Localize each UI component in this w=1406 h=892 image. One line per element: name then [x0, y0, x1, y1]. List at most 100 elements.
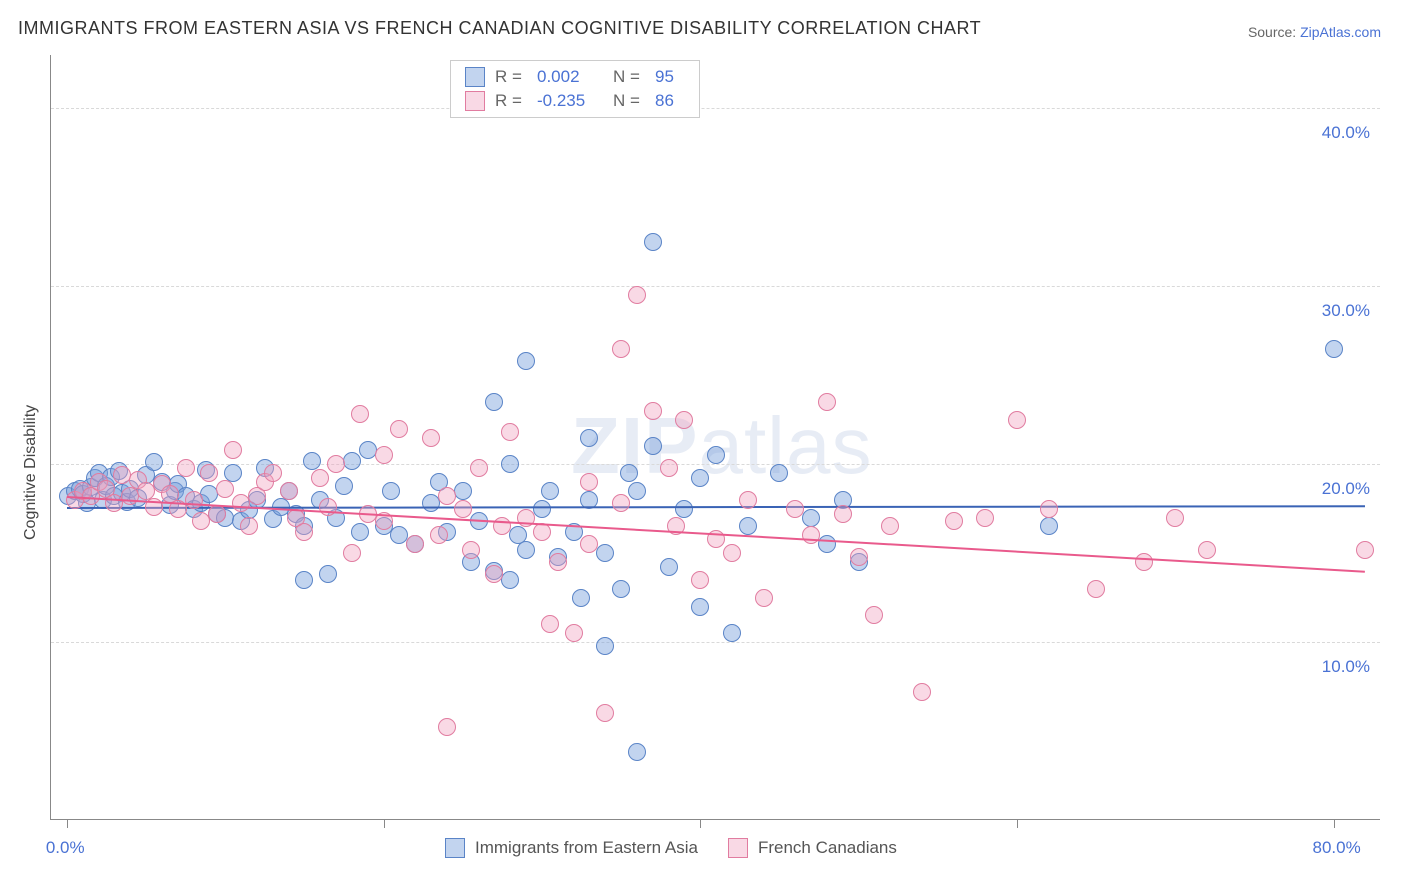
scatter-point: [596, 544, 614, 562]
scatter-point: [786, 500, 804, 518]
scatter-point: [612, 494, 630, 512]
scatter-point: [462, 541, 480, 559]
scatter-point: [541, 615, 559, 633]
scatter-point: [264, 464, 282, 482]
source-link[interactable]: ZipAtlas.com: [1300, 24, 1381, 40]
legend-r-value: 0.002: [537, 67, 607, 87]
series-legend: Immigrants from Eastern Asia French Canad…: [445, 838, 897, 858]
series-legend-label: Immigrants from Eastern Asia: [475, 838, 698, 858]
scatter-point: [644, 437, 662, 455]
legend-row: R = 0.002N = 95: [451, 65, 699, 89]
scatter-point: [438, 718, 456, 736]
gridline-y: [51, 286, 1380, 287]
scatter-point: [675, 411, 693, 429]
scatter-point: [430, 526, 448, 544]
legend-r-label: R =: [495, 91, 531, 111]
scatter-point: [303, 452, 321, 470]
scatter-point: [454, 500, 472, 518]
legend-row: R = -0.235 N = 86: [451, 89, 699, 113]
scatter-point: [580, 429, 598, 447]
scatter-point: [485, 393, 503, 411]
series-legend-label: French Canadians: [758, 838, 897, 858]
scatter-point: [850, 548, 868, 566]
scatter-point: [834, 505, 852, 523]
scatter-point: [770, 464, 788, 482]
scatter-point: [723, 624, 741, 642]
plot-area: ZIPatlas 10.0%20.0%30.0%40.0%: [50, 55, 1380, 820]
scatter-point: [177, 459, 195, 477]
legend-n-value: 86: [655, 91, 685, 111]
x-tick-label: 0.0%: [46, 838, 85, 858]
scatter-point: [881, 517, 899, 535]
scatter-point: [723, 544, 741, 562]
scatter-point: [295, 523, 313, 541]
scatter-point: [612, 340, 630, 358]
x-tick-mark: [1334, 820, 1335, 828]
series-legend-item: Immigrants from Eastern Asia: [445, 838, 698, 858]
scatter-point: [501, 423, 519, 441]
scatter-point: [976, 509, 994, 527]
scatter-point: [913, 683, 931, 701]
scatter-point: [1325, 340, 1343, 358]
scatter-point: [620, 464, 638, 482]
scatter-point: [351, 405, 369, 423]
scatter-point: [533, 500, 551, 518]
scatter-point: [335, 477, 353, 495]
scatter-point: [541, 482, 559, 500]
scatter-point: [327, 455, 345, 473]
scatter-point: [454, 482, 472, 500]
y-axis-label: Cognitive Disability: [22, 405, 40, 540]
scatter-point: [200, 464, 218, 482]
scatter-point: [1008, 411, 1026, 429]
legend-n-value: 95: [655, 67, 685, 87]
scatter-point: [1198, 541, 1216, 559]
scatter-point: [565, 624, 583, 642]
scatter-point: [691, 571, 709, 589]
scatter-point: [818, 393, 836, 411]
y-tick-label: 30.0%: [1322, 301, 1370, 321]
scatter-point: [549, 553, 567, 571]
scatter-point: [224, 441, 242, 459]
scatter-point: [1356, 541, 1374, 559]
x-tick-mark: [67, 820, 68, 828]
scatter-point: [739, 517, 757, 535]
scatter-point: [382, 482, 400, 500]
y-tick-label: 20.0%: [1322, 479, 1370, 499]
scatter-point: [691, 469, 709, 487]
scatter-point: [406, 535, 424, 553]
scatter-point: [185, 491, 203, 509]
scatter-point: [660, 459, 678, 477]
correlation-legend: R = 0.002 N = 95R = -0.235 N = 86: [450, 60, 700, 118]
source-attribution: Source: ZipAtlas.com: [1248, 24, 1381, 40]
scatter-point: [707, 446, 725, 464]
scatter-point: [501, 455, 519, 473]
watermark: ZIPatlas: [571, 400, 872, 492]
scatter-point: [280, 482, 298, 500]
scatter-point: [343, 544, 361, 562]
scatter-point: [311, 469, 329, 487]
scatter-point: [1040, 500, 1058, 518]
source-prefix: Source:: [1248, 24, 1300, 40]
legend-n-label: N =: [613, 91, 649, 111]
scatter-point: [691, 598, 709, 616]
scatter-point: [755, 589, 773, 607]
scatter-point: [818, 535, 836, 553]
scatter-point: [802, 509, 820, 527]
legend-r-value: -0.235: [537, 91, 607, 111]
scatter-point: [612, 580, 630, 598]
legend-swatch: [728, 838, 748, 858]
legend-swatch: [445, 838, 465, 858]
x-tick-mark: [384, 820, 385, 828]
scatter-point: [628, 286, 646, 304]
scatter-point: [1040, 517, 1058, 535]
scatter-point: [240, 517, 258, 535]
scatter-point: [216, 480, 234, 498]
scatter-point: [596, 704, 614, 722]
scatter-point: [580, 473, 598, 491]
scatter-point: [501, 571, 519, 589]
legend-swatch: [465, 67, 485, 87]
y-tick-label: 40.0%: [1322, 123, 1370, 143]
scatter-point: [675, 500, 693, 518]
gridline-y: [51, 464, 1380, 465]
legend-n-label: N =: [613, 67, 649, 87]
